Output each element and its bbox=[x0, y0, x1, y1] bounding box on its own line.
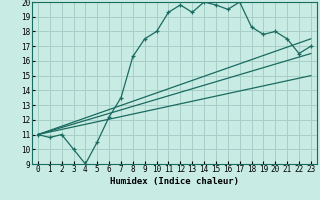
X-axis label: Humidex (Indice chaleur): Humidex (Indice chaleur) bbox=[110, 177, 239, 186]
